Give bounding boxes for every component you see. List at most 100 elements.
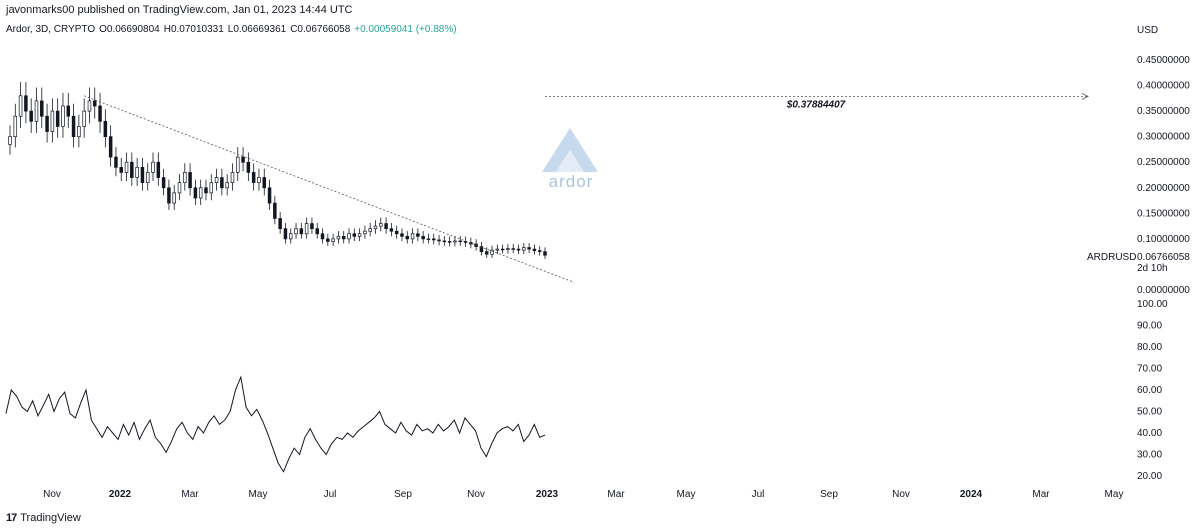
candle (347, 228, 351, 244)
candle (288, 228, 293, 244)
candle (82, 98, 86, 138)
rsi-tick-label: 50.00 (1137, 407, 1162, 418)
time-tick-label: May (677, 489, 696, 500)
candle (119, 157, 123, 182)
time-tick-label: Nov (892, 489, 910, 500)
candle (177, 174, 182, 201)
candle (8, 125, 12, 155)
candle (156, 152, 161, 186)
candle (183, 163, 187, 191)
candle (24, 82, 28, 124)
candle (379, 217, 383, 232)
candle (299, 222, 304, 239)
time-tick-label: Nov (467, 489, 485, 500)
price-axis[interactable]: USD 0.45000000 0.40000000 0.35000000 0.3000… (1137, 25, 1190, 296)
candle (50, 98, 55, 143)
time-tick-label: Mar (607, 489, 625, 500)
candlestick-series (8, 82, 547, 259)
symbol-description: Ardor, 3D, CRYPTO (6, 24, 96, 35)
candle (61, 92, 65, 138)
time-tick-label: 2022 (109, 489, 132, 500)
candle (145, 163, 150, 191)
candle (167, 179, 171, 210)
last-price-label: 0.06766058 (1137, 252, 1190, 263)
price-tick-label: 0.45000000 (1137, 55, 1190, 66)
candle (326, 233, 330, 246)
time-axis[interactable]: Nov 2022 Mar May Jul Sep Nov 2023 Mar May Jul Sep No… (43, 489, 1123, 500)
rsi-tick-label: 20.00 (1137, 471, 1162, 482)
candle (516, 244, 521, 255)
candle (34, 87, 39, 133)
candle (77, 114, 81, 148)
candle (214, 168, 219, 191)
candle (103, 109, 108, 148)
candle (341, 231, 346, 244)
candle (506, 244, 510, 254)
candle (336, 231, 341, 244)
candle (230, 163, 235, 191)
time-tick-label: Mar (1032, 489, 1050, 500)
candle (384, 217, 388, 234)
candle (45, 103, 49, 143)
candle (294, 222, 298, 239)
candle (394, 225, 399, 239)
time-tick-label: Nov (43, 489, 61, 500)
price-side-labels: ARDRUSD 0.06766058 2d 10h (1087, 252, 1190, 274)
candle (437, 234, 441, 246)
candle (331, 233, 335, 246)
time-tick-label: 2024 (960, 489, 983, 500)
candle (320, 228, 325, 244)
candle (500, 244, 505, 254)
candle (527, 242, 531, 254)
price-tick-label: 0.35000000 (1137, 106, 1190, 117)
candle (108, 125, 113, 167)
tradingview-logo-icon: 17 (6, 512, 17, 524)
watermark-text: ardor (549, 172, 594, 191)
candle (474, 239, 478, 251)
candle (405, 231, 410, 244)
candle (93, 87, 97, 119)
candle (161, 168, 166, 196)
ardor-watermark: ardor (542, 128, 598, 191)
candle (135, 157, 139, 186)
tradingview-brand-text: TradingView (20, 512, 81, 524)
candle (484, 247, 489, 258)
candle (204, 179, 208, 201)
candle (400, 228, 404, 242)
candle (278, 212, 282, 234)
candle (389, 222, 394, 237)
candle (262, 168, 267, 196)
candle (543, 247, 547, 259)
candle (151, 152, 155, 182)
footer-brand: 17 TradingView (6, 512, 81, 524)
candle (490, 245, 494, 258)
time-tick-label: May (1105, 489, 1124, 500)
rsi-tick-label: 70.00 (1137, 364, 1162, 375)
candle (432, 233, 436, 245)
candle (283, 222, 288, 244)
rsi-tick-label: 30.00 (1137, 450, 1162, 461)
candle (209, 174, 214, 201)
ohlc-close: C0.06766058 (290, 24, 351, 35)
time-tick-label: Jul (324, 489, 337, 500)
candle (236, 147, 240, 182)
candle (257, 168, 261, 191)
rsi-tick-label: 60.00 (1137, 385, 1162, 396)
candle (246, 152, 251, 182)
rsi-axis[interactable]: 100.00 90.00 80.00 70.00 60.00 50.00 40.00 30.0… (1137, 299, 1168, 482)
rsi-tick-label: 40.00 (1137, 428, 1162, 439)
ohlc-legend: Ardor, 3D, CRYPTO O0.06690804 H0.07010331 L… (6, 24, 461, 35)
candle (532, 244, 537, 255)
candle (55, 98, 60, 138)
ohlc-high: H0.07010331 (163, 24, 224, 35)
candle (479, 241, 484, 256)
candle (357, 228, 362, 242)
descending-trendline[interactable] (83, 95, 575, 283)
candle (220, 168, 224, 196)
candle (267, 179, 272, 210)
candle (87, 87, 92, 124)
candle (373, 220, 378, 234)
candle (66, 92, 71, 129)
candle (363, 225, 367, 239)
